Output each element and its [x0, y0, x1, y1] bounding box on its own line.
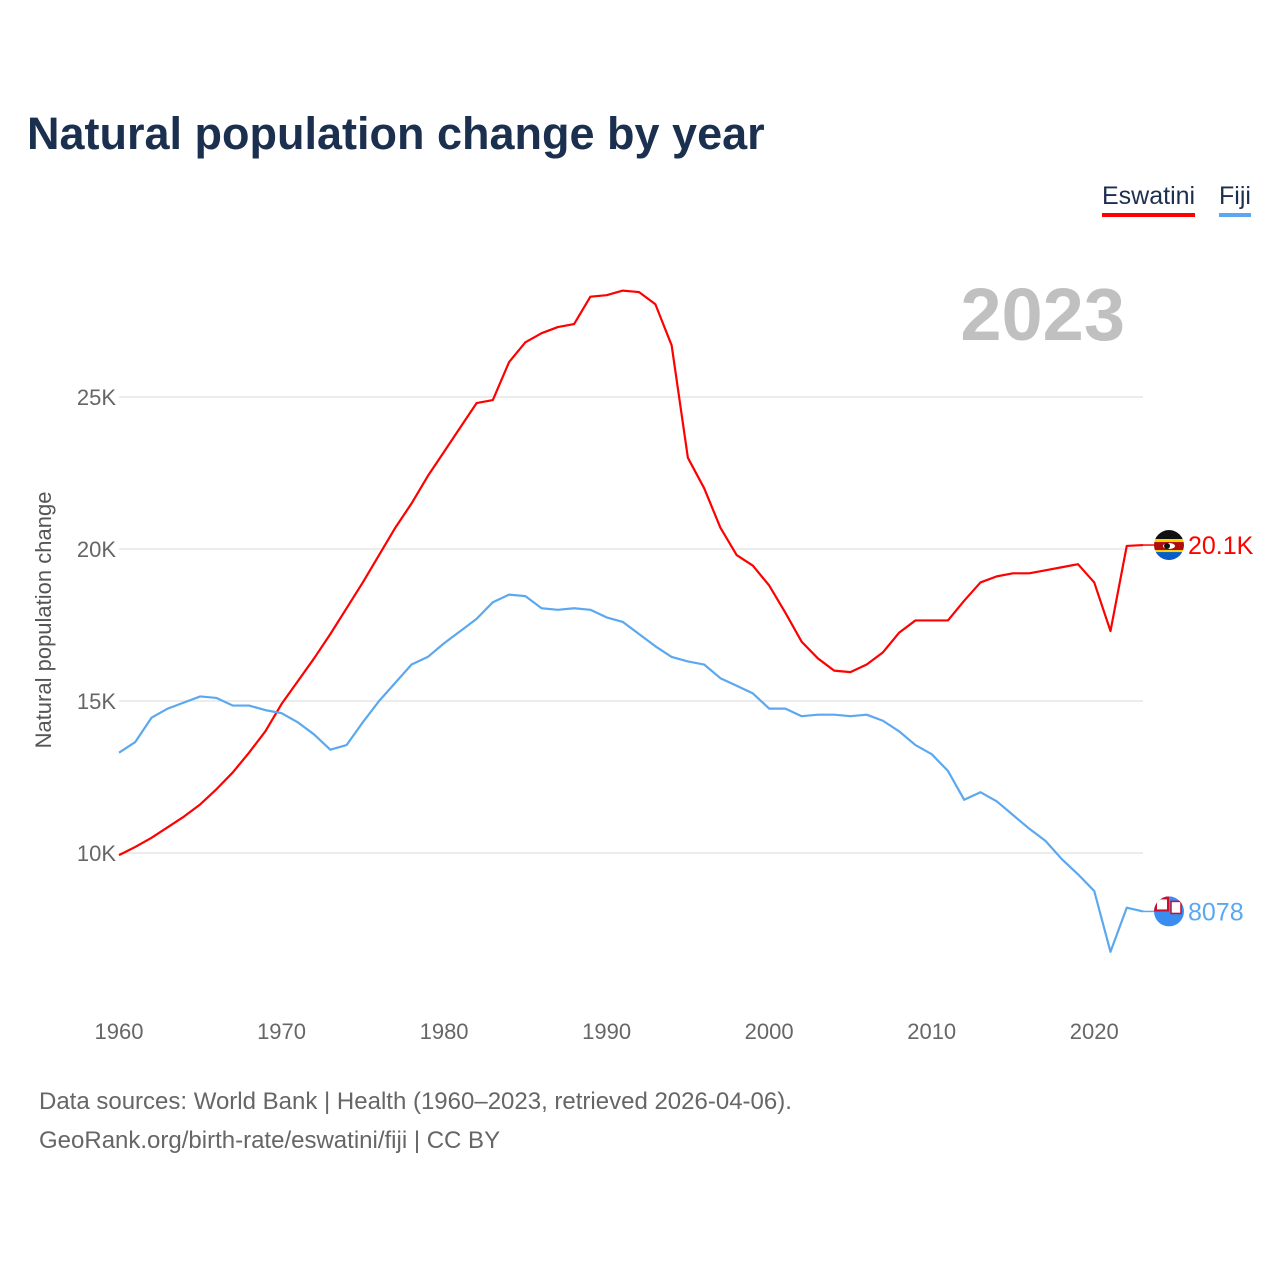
y-tick-label: 15K	[77, 689, 116, 714]
y-tick-label: 20K	[77, 537, 116, 562]
series-end-labels: 20.1K 8078	[1143, 530, 1254, 927]
source-note: Data sources: World Bank | Health (1960–…	[39, 1088, 792, 1115]
y-tick-label: 25K	[77, 385, 116, 410]
gridlines	[119, 396, 1143, 854]
legend-item-eswatini[interactable]: Eswatini	[1102, 182, 1196, 217]
chart-title: Natural population change by year	[27, 108, 765, 159]
x-tick-label: 2000	[745, 1019, 794, 1044]
series-lines	[118, 289, 1144, 953]
legend-item-fiji[interactable]: Fiji	[1219, 182, 1251, 217]
x-tick-label: 1980	[420, 1019, 469, 1044]
series-line-fiji[interactable]	[118, 593, 1144, 953]
end-value-label: 20.1K	[1188, 532, 1254, 560]
series-line-eswatini[interactable]	[118, 289, 1144, 857]
source-link[interactable]: GeoRank.org/birth-rate/eswatini/fiji | C…	[39, 1127, 501, 1154]
current-year-label: 2023	[960, 273, 1125, 356]
end-value-label: 8078	[1188, 898, 1244, 926]
x-tick-label: 1990	[582, 1019, 631, 1044]
fiji-flag-icon	[1154, 896, 1184, 927]
eswatini-flag-icon	[1154, 530, 1184, 561]
x-tick-label: 1960	[95, 1019, 144, 1044]
x-tick-label: 2010	[907, 1019, 956, 1044]
x-tick-label: 1970	[257, 1019, 306, 1044]
axis-ticks: 10K 15K 20K 25K 1960 1970 1980 1990 2000 2010 2020	[77, 385, 1119, 1044]
y-tick-label: 10K	[77, 841, 116, 866]
x-tick-label: 2020	[1070, 1019, 1119, 1044]
